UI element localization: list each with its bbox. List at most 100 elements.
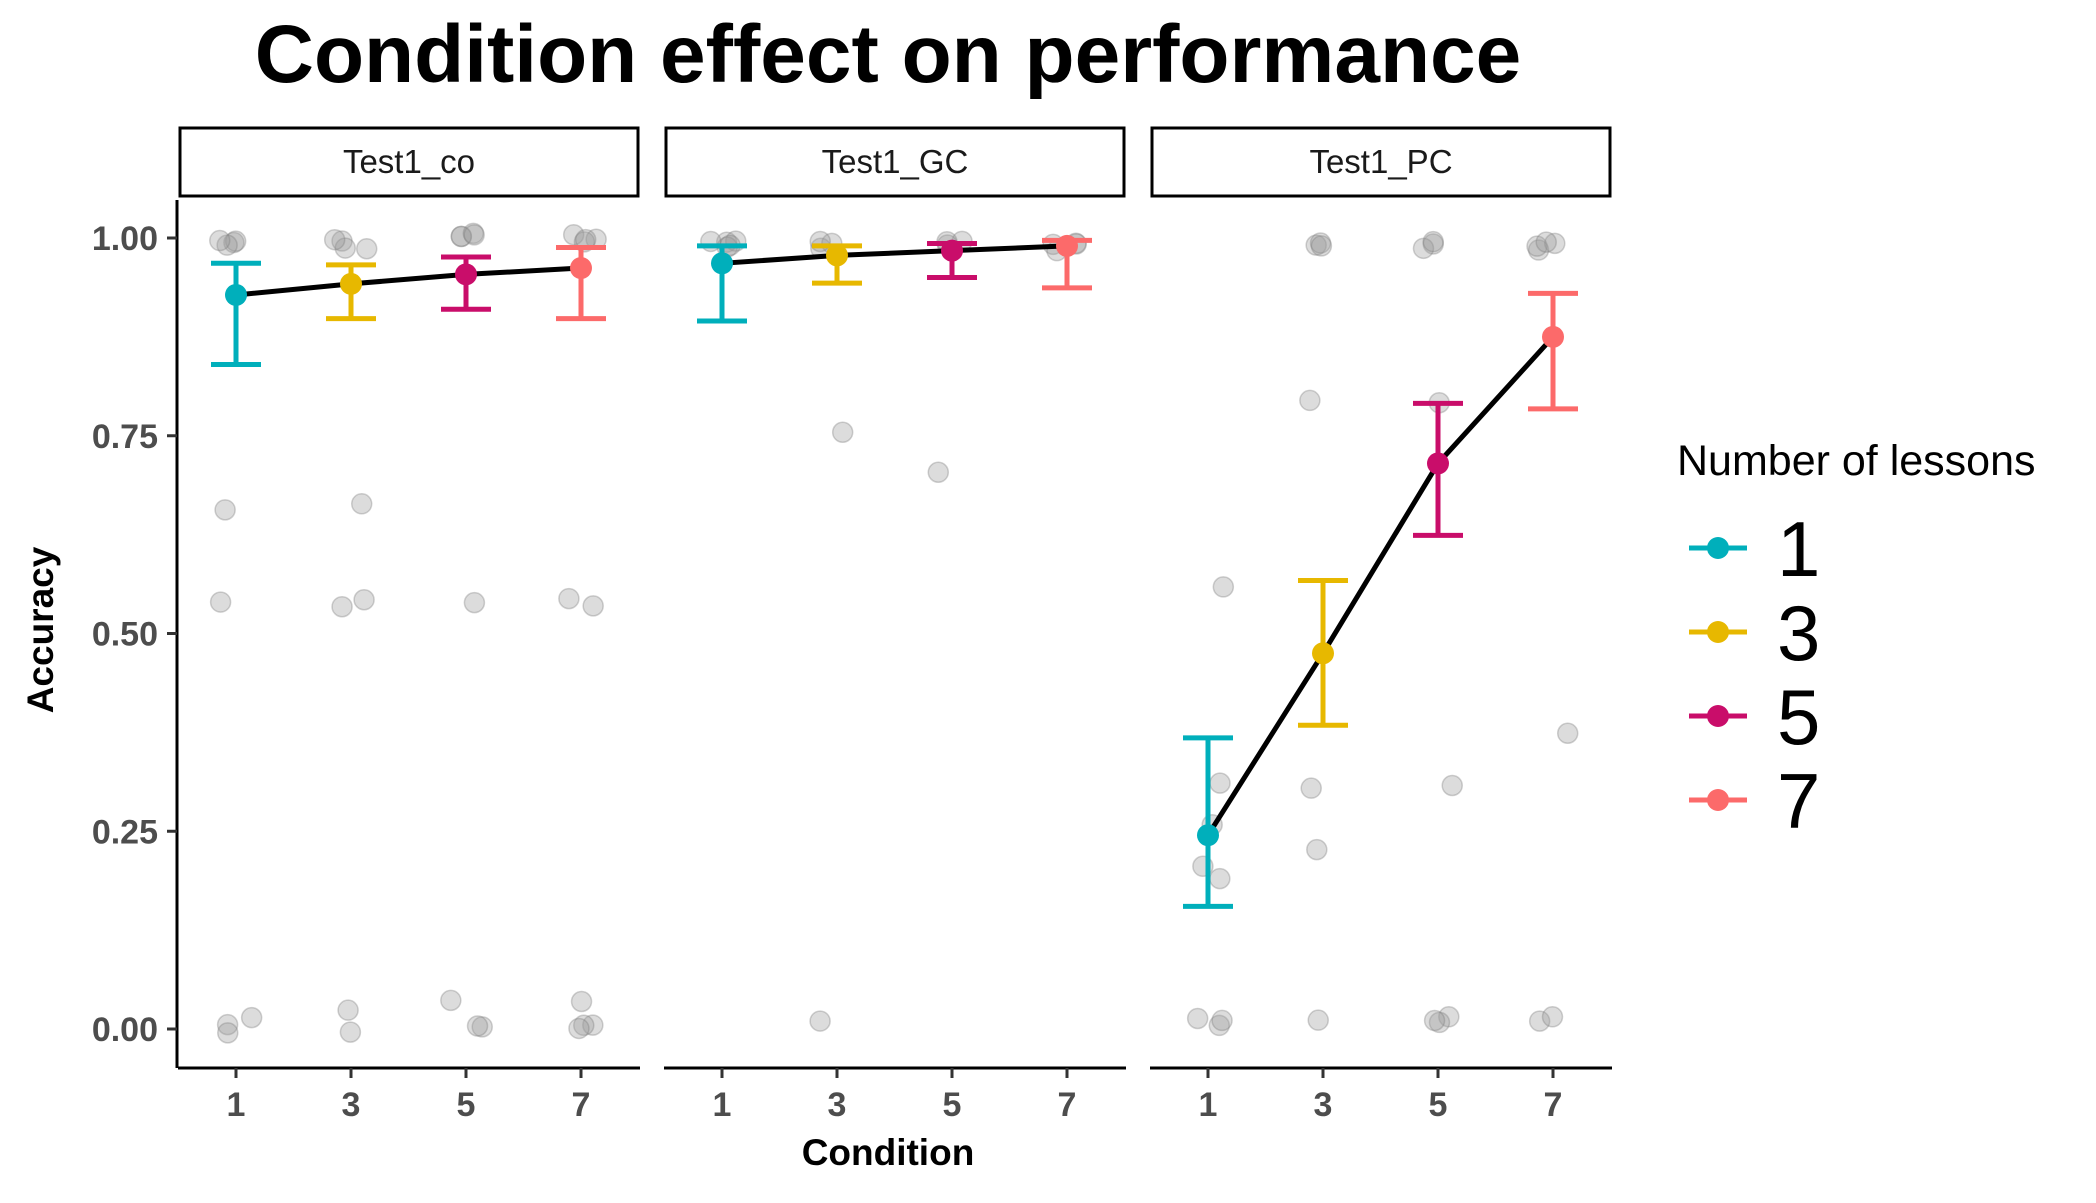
raw-point (440, 989, 462, 1012)
legend-key-point (1707, 537, 1729, 559)
raw-point (224, 230, 247, 252)
y-tick-label: 0.00 (92, 1011, 158, 1049)
x-tick-label: 7 (1058, 1086, 1077, 1124)
x-tick-label: 1 (227, 1086, 246, 1124)
mean-point (1312, 642, 1334, 665)
raw-point (1305, 234, 1327, 256)
raw-point (568, 1017, 590, 1040)
raw-point (466, 1015, 489, 1037)
legend-label: 1 (1777, 505, 1820, 593)
y-tick-label: 1.00 (92, 220, 158, 258)
raw-point (1526, 235, 1548, 257)
legend-key-point (1707, 621, 1729, 643)
panel-3: Test1_PC 1 3 5 7 (1150, 126, 1612, 1124)
mean-point (570, 257, 592, 280)
panel-2: Test1_GC 1 3 5 7 (664, 126, 1126, 1124)
x-axis-title: Condition (802, 1132, 975, 1173)
raw-point (463, 224, 485, 246)
mean-point (826, 244, 848, 267)
raw-point (209, 591, 232, 613)
raw-point (1209, 772, 1231, 794)
raw-point (558, 587, 580, 610)
mean-point (1427, 452, 1449, 475)
mean-point (1197, 824, 1219, 847)
raw-point (1422, 230, 1444, 253)
raw-point (337, 999, 359, 1021)
chart-title: Condition effect on performance (255, 9, 1522, 100)
raw-point (1307, 1009, 1329, 1031)
legend-label: 7 (1777, 757, 1820, 845)
raw-point (1186, 1007, 1209, 1030)
raw-point (1211, 1009, 1233, 1032)
raw-point (1422, 233, 1445, 255)
raw-point (331, 595, 353, 618)
y-tick-label: 0.50 (92, 616, 158, 654)
mean-point (711, 252, 733, 275)
raw-point (809, 1010, 831, 1032)
x-tick-label: 5 (1429, 1086, 1448, 1124)
mean-point (340, 272, 362, 295)
raw-point (562, 224, 585, 246)
raw-point (1528, 1010, 1551, 1032)
raw-point (331, 230, 353, 252)
mean-line (1205, 335, 1555, 837)
legend-key-point (1707, 705, 1729, 727)
strip-box (1150, 126, 1612, 198)
legend-label: 5 (1777, 673, 1820, 761)
raw-point (334, 237, 357, 259)
raw-point (450, 225, 473, 248)
raw-point (1299, 389, 1321, 412)
raw-point (1208, 1014, 1231, 1037)
strip-box (664, 126, 1126, 198)
x-tick-label: 1 (713, 1086, 732, 1124)
x-tick-label: 3 (342, 1086, 361, 1124)
y-tick-label: 0.25 (92, 813, 158, 851)
raw-point (1535, 231, 1557, 253)
x-tick-label: 5 (457, 1086, 476, 1124)
panel-1: Test1_co 1 3 5 7 (178, 126, 640, 1124)
mean-point (225, 283, 247, 306)
mean-point (941, 239, 963, 262)
legend-key-point (1707, 789, 1729, 811)
raw-point (1541, 1006, 1564, 1028)
y-tick-label: 0.75 (92, 418, 158, 456)
raw-point (1209, 867, 1231, 890)
raw-point (463, 591, 486, 614)
raw-point (339, 1021, 362, 1043)
raw-point (1428, 1011, 1451, 1034)
raw-point (927, 461, 950, 483)
raw-point (1212, 576, 1235, 598)
raw-point (450, 225, 473, 248)
raw-point (240, 1006, 263, 1029)
legend-title: Number of lessons (1677, 437, 2036, 485)
x-tick-label: 1 (1199, 1086, 1218, 1124)
raw-point (214, 499, 236, 521)
raw-point (1310, 235, 1333, 257)
raw-point (462, 222, 485, 245)
strip-box (178, 126, 640, 198)
raw-point (1309, 232, 1332, 254)
raw-point (573, 1014, 595, 1037)
raw-point (223, 231, 245, 254)
raw-point (1441, 774, 1463, 797)
raw-point (216, 1013, 239, 1036)
raw-point (216, 234, 238, 256)
raw-point (471, 1016, 493, 1038)
x-tick-label: 7 (1544, 1086, 1563, 1124)
raw-point (1527, 239, 1550, 261)
raw-point (1556, 722, 1579, 745)
raw-point (323, 228, 346, 251)
strip-label: Test1_GC (822, 143, 969, 180)
raw-point (1438, 1006, 1460, 1028)
mean-line (235, 265, 582, 298)
raw-point (355, 238, 378, 260)
raw-point (217, 1022, 239, 1044)
raw-point (1306, 838, 1328, 861)
raw-point (1423, 1009, 1446, 1032)
y-axis-title: Accuracy (20, 546, 61, 713)
raw-point (809, 230, 831, 253)
x-tick-label: 5 (943, 1086, 962, 1124)
